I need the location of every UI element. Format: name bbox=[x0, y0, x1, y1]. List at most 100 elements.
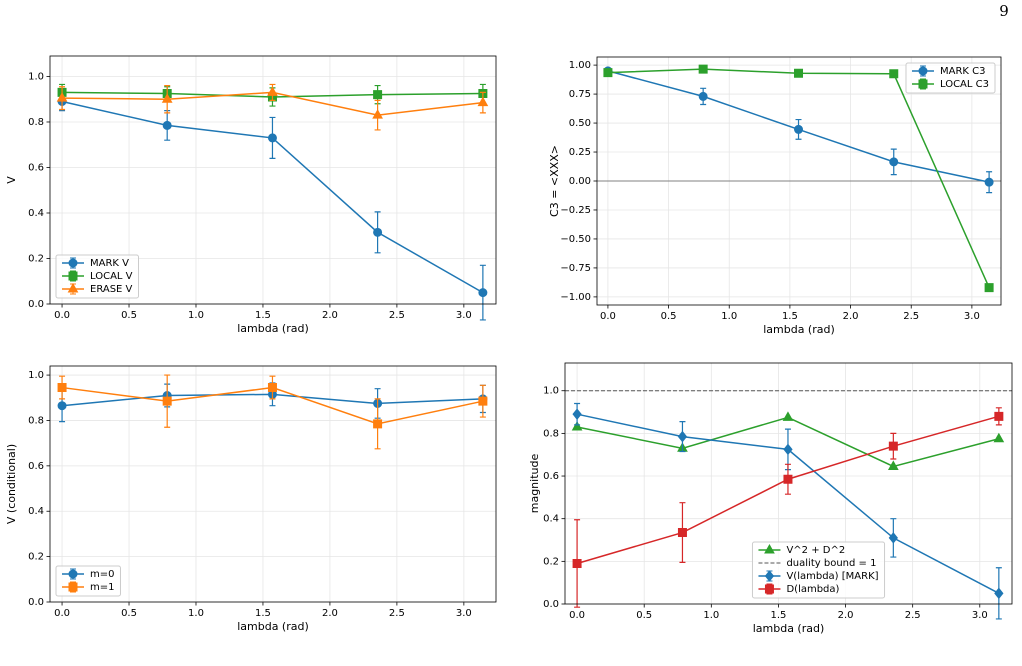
marker bbox=[698, 91, 708, 101]
marker bbox=[267, 133, 277, 143]
marker bbox=[162, 120, 172, 130]
y-axis-label: magnitude bbox=[528, 454, 541, 514]
plot-frame bbox=[49, 365, 497, 603]
marker bbox=[994, 587, 1004, 600]
legend-label: LOCAL V bbox=[90, 271, 133, 282]
x-tick-label: 0.5 bbox=[121, 608, 137, 619]
legend: V^2 + D^2 duality bound = 1 V(lambda) [MAR… bbox=[751, 541, 886, 599]
x-axis-label: lambda (rad) bbox=[763, 323, 835, 336]
marker bbox=[782, 411, 794, 421]
y-tick-label: 0.25 bbox=[569, 147, 591, 158]
legend-label: m=1 bbox=[90, 582, 114, 593]
y-tick-label: 0.8 bbox=[28, 117, 44, 128]
x-tick-label: 3.0 bbox=[456, 310, 472, 321]
x-tick-label: 2.0 bbox=[322, 608, 338, 619]
marker bbox=[984, 177, 994, 187]
marker bbox=[783, 443, 793, 456]
marker bbox=[68, 582, 78, 592]
marker bbox=[994, 411, 1004, 421]
marker bbox=[67, 282, 79, 293]
marker bbox=[56, 92, 68, 102]
legend: m=0m=1 bbox=[55, 565, 121, 597]
legend-label: V(lambda) [MARK] bbox=[786, 571, 878, 582]
legend-frame bbox=[751, 541, 886, 599]
x-tick-label: 3.0 bbox=[964, 311, 980, 322]
y-tick-label: 0.6 bbox=[543, 471, 559, 482]
marker bbox=[677, 528, 687, 538]
marker bbox=[267, 383, 277, 393]
legend: MARK V LOCAL V ERASE V bbox=[55, 254, 139, 299]
legend-frame bbox=[55, 254, 139, 299]
y-tick-label: 0.8 bbox=[28, 415, 44, 426]
legend-label: duality bound = 1 bbox=[786, 558, 876, 569]
y-tick-label: −0.50 bbox=[560, 234, 591, 245]
legend: MARK C3 LOCAL C3 bbox=[905, 62, 996, 94]
marker bbox=[918, 66, 928, 76]
plot-frame bbox=[564, 362, 1013, 605]
marker bbox=[572, 558, 582, 568]
x-tick-label: 1.0 bbox=[188, 310, 204, 321]
y-tick-label: 1.00 bbox=[569, 60, 591, 71]
y-tick-label: 1.0 bbox=[28, 370, 44, 381]
y-axis-label: C3 = <XXX> bbox=[548, 145, 561, 217]
legend-label: LOCAL C3 bbox=[940, 79, 989, 90]
x-tick-label: 2.5 bbox=[905, 610, 921, 621]
marker bbox=[477, 96, 489, 107]
y-tick-label: 0.4 bbox=[28, 506, 44, 517]
marker bbox=[783, 474, 793, 484]
y-tick-label: 0.0 bbox=[28, 597, 44, 608]
y-axis-label: V (conditional) bbox=[5, 444, 18, 524]
y-tick-label: −0.75 bbox=[560, 263, 591, 274]
marker bbox=[68, 258, 78, 268]
y-tick-label: 0.4 bbox=[28, 208, 44, 219]
legend-label: V^2 + D^2 bbox=[786, 545, 845, 556]
x-tick-label: 1.0 bbox=[703, 610, 719, 621]
y-tick-label: 0.00 bbox=[569, 176, 591, 187]
marker bbox=[889, 157, 899, 167]
y-tick-label: −1.00 bbox=[560, 292, 591, 303]
marker bbox=[764, 570, 775, 582]
marker bbox=[603, 68, 613, 78]
x-tick-label: 0.5 bbox=[661, 311, 677, 322]
y-tick-label: 0.6 bbox=[28, 461, 44, 472]
marker bbox=[764, 543, 775, 554]
legend-label: D(lambda) bbox=[786, 584, 839, 595]
marker bbox=[887, 460, 899, 470]
marker bbox=[68, 271, 78, 281]
marker bbox=[984, 283, 994, 293]
marker bbox=[993, 432, 1005, 443]
x-tick-label: 1.5 bbox=[770, 610, 786, 621]
y-tick-label: 0.6 bbox=[28, 162, 44, 173]
marker bbox=[677, 430, 688, 443]
y-tick-label: 1.0 bbox=[28, 71, 44, 82]
x-tick-label: 2.0 bbox=[322, 310, 338, 321]
marker bbox=[888, 441, 898, 451]
y-tick-label: 0.8 bbox=[543, 428, 559, 439]
x-tick-label: 0.0 bbox=[600, 311, 616, 322]
marker bbox=[162, 396, 172, 406]
x-tick-label: 1.0 bbox=[188, 608, 204, 619]
marker bbox=[918, 79, 928, 89]
marker bbox=[571, 420, 583, 431]
y-axis-label: V bbox=[5, 176, 18, 184]
x-tick-label: 0.0 bbox=[54, 310, 70, 321]
marker bbox=[889, 69, 899, 79]
x-axis-label: lambda (rad) bbox=[237, 322, 309, 335]
y-tick-label: 0.50 bbox=[569, 118, 591, 129]
x-tick-label: 2.0 bbox=[843, 311, 859, 322]
y-tick-label: 0.2 bbox=[543, 556, 559, 567]
marker bbox=[764, 584, 774, 594]
page-number: 9 bbox=[999, 2, 1009, 20]
marker bbox=[572, 408, 582, 420]
marker bbox=[68, 569, 78, 579]
y-tick-label: 0.0 bbox=[543, 599, 559, 610]
x-tick-label: 0.5 bbox=[121, 310, 137, 321]
x-tick-label: 3.0 bbox=[456, 608, 472, 619]
x-tick-label: 1.0 bbox=[721, 311, 737, 322]
marker bbox=[794, 124, 804, 134]
x-tick-label: 2.5 bbox=[389, 310, 405, 321]
legend-label: ERASE V bbox=[90, 284, 133, 295]
marker bbox=[267, 86, 278, 96]
y-tick-label: −0.25 bbox=[560, 205, 591, 216]
